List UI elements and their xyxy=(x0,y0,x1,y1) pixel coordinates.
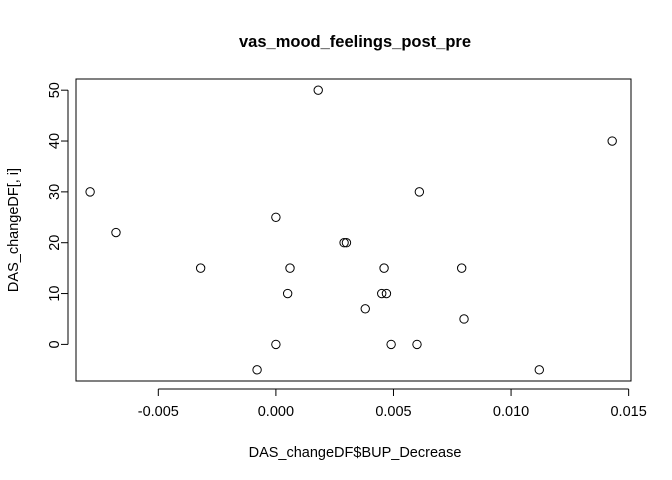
x-tick-label: 0.010 xyxy=(493,404,529,420)
y-tick-label: 40 xyxy=(47,133,63,149)
x-axis-label: DAS_changeDF$BUP_Decrease xyxy=(249,445,462,461)
x-tick-label: 0.000 xyxy=(258,404,294,420)
y-tick-label: 20 xyxy=(47,235,63,251)
data-point xyxy=(414,187,425,197)
y-tick-label: 10 xyxy=(47,285,63,301)
data-point xyxy=(379,263,389,273)
x-axis: -0.005 0.000 0.005 0.010 0.015 xyxy=(138,388,647,420)
y-axis-label: DAS_changeDF[, i] xyxy=(6,168,22,292)
x-tick-label: 0.005 xyxy=(375,404,411,420)
data-point xyxy=(381,288,392,299)
data-point xyxy=(386,339,396,350)
x-tick-label: -0.005 xyxy=(138,404,179,420)
data-point xyxy=(377,288,387,299)
y-tick-label: 0 xyxy=(47,340,63,348)
data-points xyxy=(85,85,617,375)
data-point xyxy=(607,136,617,146)
data-point xyxy=(360,304,370,314)
data-point xyxy=(456,263,467,273)
data-point xyxy=(412,339,422,350)
data-point xyxy=(195,263,206,273)
y-tick-label: 50 xyxy=(47,82,63,98)
x-tick-label: 0.015 xyxy=(610,404,646,420)
data-point xyxy=(252,365,262,375)
data-point xyxy=(341,238,352,248)
plot-area-box xyxy=(75,78,632,382)
data-point xyxy=(271,212,281,222)
data-point xyxy=(285,263,295,273)
data-point xyxy=(85,187,95,197)
data-point xyxy=(339,238,349,248)
data-point xyxy=(111,227,121,238)
y-axis: 0 10 20 30 40 50 xyxy=(47,82,69,348)
y-tick-label: 30 xyxy=(47,184,63,200)
data-point xyxy=(459,314,469,324)
data-point xyxy=(282,288,293,299)
data-point xyxy=(313,85,323,95)
chart-title: vas_mood_feelings_post_pre xyxy=(239,33,471,51)
data-point xyxy=(271,339,281,350)
data-point xyxy=(534,365,544,375)
